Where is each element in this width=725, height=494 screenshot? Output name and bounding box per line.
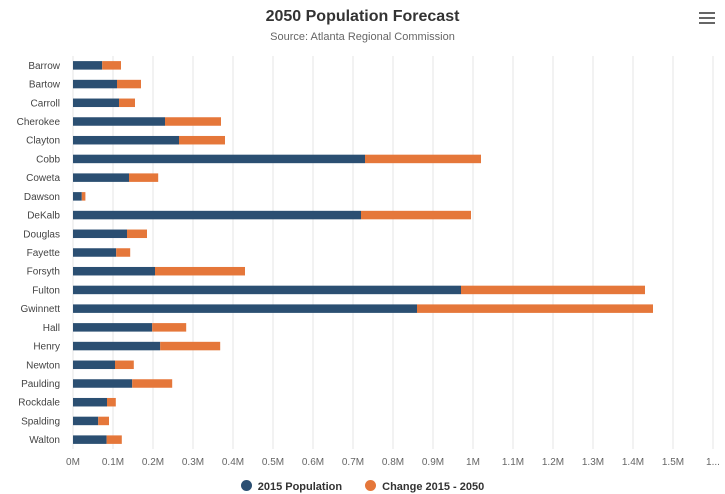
- bar-population-2015: [73, 98, 119, 108]
- chart-subtitle: Source: Atlanta Regional Commission: [270, 31, 455, 43]
- legend-item-change[interactable]: Change 2015 - 2050: [365, 480, 484, 493]
- bar-change-2015-2050: [127, 229, 147, 239]
- bar-change-2015-2050: [160, 341, 221, 351]
- legend-label: Change 2015 - 2050: [382, 481, 485, 493]
- bar-change-2015-2050: [132, 379, 173, 388]
- legend-marker-icon: [365, 480, 377, 491]
- bar-change-2015-2050: [115, 360, 134, 370]
- legend-marker-icon: [240, 480, 252, 491]
- y-category-label: Cherokee: [17, 117, 61, 128]
- bar-change-2015-2050: [117, 79, 141, 89]
- x-tick-label: 0.1M: [102, 457, 124, 468]
- bar-population-2015: [73, 79, 117, 89]
- bar-population-2015: [73, 229, 127, 239]
- y-category-label: Carroll: [31, 98, 60, 109]
- x-tick-label: 0M: [66, 457, 80, 468]
- bar-population-2015: [73, 173, 129, 182]
- legend: 2015 Population Change 2015 - 2050: [0, 480, 725, 493]
- bar-population-2015: [73, 135, 179, 145]
- bar-change-2015-2050: [179, 135, 225, 145]
- bar-population-2015: [73, 266, 155, 276]
- bar-population-2015: [73, 416, 99, 426]
- bar-change-2015-2050: [98, 416, 109, 426]
- hamburger-menu-icon[interactable]: [699, 12, 715, 26]
- legend-label: 2015 Population: [257, 481, 343, 493]
- x-tick-label: 1M: [466, 457, 480, 468]
- y-category-label: Spalding: [21, 416, 60, 427]
- x-tick-label: 0.9M: [422, 457, 444, 468]
- bar-change-2015-2050: [81, 192, 86, 201]
- y-category-label: Dawson: [24, 192, 60, 203]
- x-tick-label: 1.4M: [622, 457, 644, 468]
- y-category-label: Walton: [29, 435, 60, 446]
- x-tick-label: 1.1M: [502, 457, 524, 468]
- x-tick-label: 0.7M: [342, 457, 364, 468]
- bar-population-2015: [73, 154, 365, 164]
- bar-population-2015: [73, 435, 107, 444]
- y-category-label: Fayette: [27, 248, 61, 259]
- bar-population-2015: [73, 397, 107, 407]
- y-category-label: Forsyth: [27, 267, 60, 278]
- bar-change-2015-2050: [165, 117, 221, 126]
- bar-change-2015-2050: [129, 173, 159, 182]
- y-category-label: Clayton: [26, 136, 60, 147]
- bar-change-2015-2050: [461, 285, 645, 295]
- x-tick-label: 0.8M: [382, 457, 404, 468]
- bar-population-2015: [73, 210, 361, 220]
- y-category-label: Bartow: [29, 80, 61, 91]
- bar-change-2015-2050: [116, 248, 131, 257]
- x-tick-label: 0.6M: [302, 457, 324, 468]
- bar-change-2015-2050: [102, 61, 121, 70]
- y-category-label: Barrow: [28, 61, 60, 72]
- x-tick-label: 0.3M: [182, 457, 204, 468]
- bar-change-2015-2050: [365, 154, 481, 164]
- bar-population-2015: [73, 117, 165, 126]
- x-tick-label: 1...: [706, 457, 720, 468]
- y-category-label: Rockdale: [18, 398, 60, 409]
- x-tick-label: 0.4M: [222, 457, 244, 468]
- bar-change-2015-2050: [106, 435, 122, 444]
- bar-population-2015: [73, 304, 417, 313]
- x-tick-label: 0.2M: [142, 457, 164, 468]
- bar-change-2015-2050: [107, 397, 116, 407]
- y-category-label: Douglas: [23, 229, 60, 240]
- y-category-label: Coweta: [26, 173, 60, 184]
- bar-change-2015-2050: [119, 98, 135, 108]
- legend-item-2015-population[interactable]: 2015 Population: [240, 480, 343, 493]
- x-tick-label: 1.3M: [582, 457, 604, 468]
- bar-population-2015: [73, 360, 115, 370]
- bar-change-2015-2050: [417, 304, 653, 313]
- x-tick-label: 0.5M: [262, 457, 284, 468]
- x-tick-label: 1.2M: [542, 457, 564, 468]
- bar-change-2015-2050: [152, 323, 187, 332]
- x-tick-label: 1.5M: [662, 457, 684, 468]
- bar-population-2015: [73, 323, 153, 332]
- y-category-label: Hall: [43, 323, 60, 334]
- y-category-label: Henry: [33, 342, 60, 353]
- bar-population-2015: [73, 379, 133, 388]
- bar-population-2015: [73, 192, 82, 201]
- bar-change-2015-2050: [155, 266, 245, 276]
- bar-population-2015: [73, 248, 117, 257]
- y-category-label: Fulton: [32, 285, 60, 296]
- y-category-label: Newton: [26, 360, 60, 371]
- bar-population-2015: [73, 341, 161, 351]
- bar-population-2015: [73, 61, 103, 70]
- bar-change-2015-2050: [361, 210, 471, 220]
- bar-population-2015: [73, 285, 461, 295]
- y-category-label: Paulding: [21, 379, 60, 390]
- y-category-label: DeKalb: [27, 211, 60, 222]
- y-category-label: Gwinnett: [21, 304, 61, 315]
- chart-title: 2050 Population Forecast: [265, 8, 460, 25]
- y-category-label: Cobb: [36, 154, 60, 165]
